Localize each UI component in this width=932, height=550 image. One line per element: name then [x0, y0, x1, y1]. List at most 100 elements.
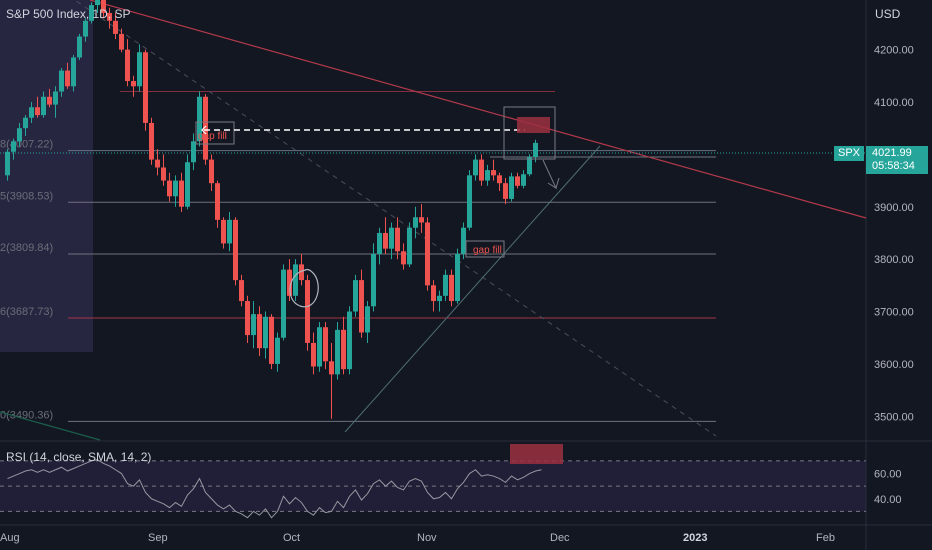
candle-body [347, 311, 352, 370]
gap-fill-label-lower: gap fill [473, 245, 502, 256]
candle-body [209, 159, 214, 184]
y-tick-label: 3800.00 [874, 254, 914, 266]
descending-trendline [89, 0, 867, 219]
y-tick-label: 3500.00 [874, 411, 914, 423]
candle-body [473, 159, 478, 176]
lower-trendline [0, 411, 101, 441]
candle-body [377, 232, 382, 254]
candle-body [185, 162, 190, 207]
candle-body [329, 361, 334, 375]
candle-body [509, 176, 514, 199]
candle-body [5, 151, 10, 176]
x-tick-label: Sep [148, 532, 168, 544]
candle-body [65, 70, 70, 87]
candle-body [401, 251, 406, 265]
candle-body [437, 295, 442, 302]
candle-body [323, 327, 328, 362]
symbol-badge: SPX [834, 146, 864, 161]
candle-body [521, 174, 526, 186]
candle-body [515, 176, 520, 186]
candle-body [311, 342, 316, 367]
ascending-trendline [344, 145, 601, 433]
candle-body [191, 141, 196, 163]
candle-body [395, 227, 400, 252]
candle-body [269, 316, 274, 364]
candle-body [257, 314, 262, 349]
candle-body [23, 117, 28, 129]
bar-countdown: 05:58:34 [872, 160, 915, 172]
down-arrow [542, 159, 560, 190]
candle-body [221, 219, 226, 244]
candle-body [227, 219, 232, 244]
candle-body [353, 280, 358, 312]
candle-body [173, 180, 178, 197]
circle-annotation [289, 268, 319, 308]
candle-body [359, 280, 364, 333]
candle-body [479, 159, 484, 181]
candle-body [251, 314, 256, 336]
x-tick-label: Feb [816, 532, 835, 544]
candle-body [299, 264, 304, 281]
fib-label: 8(4007.22) [0, 139, 53, 151]
candle-body [11, 141, 16, 152]
candle-body [137, 52, 142, 87]
y-tick-label: 3700.00 [874, 307, 914, 319]
candle-body [41, 96, 46, 116]
target-box [503, 106, 556, 160]
rsi-tick-label: 60.00 [874, 469, 902, 481]
candle-body [47, 96, 52, 105]
candles [5, 0, 538, 419]
candle-body [245, 301, 250, 336]
candle-body [407, 227, 412, 265]
candle-body [155, 159, 160, 168]
currency-label: USD [875, 7, 901, 21]
fib-label: 5(3908.53) [0, 190, 53, 202]
candle-body [293, 264, 298, 296]
chart-title: S&P 500 Index, 1D, SP [6, 7, 131, 21]
fib-label: 6(3687.73) [0, 306, 53, 318]
candle-body [419, 217, 424, 223]
rsi-highlight-box [510, 444, 563, 464]
candle-body [17, 128, 22, 142]
fib-label: 0(3490.36) [0, 409, 53, 421]
candle-body [431, 285, 436, 302]
candle-body [101, 0, 106, 13]
candle-body [467, 175, 472, 228]
candle-body [527, 157, 532, 175]
rsi-title: RSI (14, close, SMA, 14, 2) [6, 450, 152, 464]
candle-body [29, 107, 34, 118]
candle-body [461, 227, 466, 254]
candle-body [125, 49, 130, 82]
y-tick-label: 4200.00 [874, 45, 914, 57]
candle-body [275, 337, 280, 364]
y-tick-label: 3900.00 [874, 202, 914, 214]
x-tick-label: Dec [550, 532, 570, 544]
candle-body [149, 122, 154, 160]
y-tick-label: 3600.00 [874, 359, 914, 371]
rsi-line [7, 459, 542, 519]
x-tick-label: Aug [0, 532, 20, 544]
candle-body [179, 180, 184, 207]
x-tick-label: 2023 [683, 532, 707, 544]
candle-body [131, 81, 136, 87]
candle-body [497, 175, 502, 184]
candle-body [389, 227, 394, 249]
candle-body [485, 170, 490, 181]
candle-body [215, 183, 220, 220]
candle-body [335, 329, 340, 375]
candle-body [491, 170, 496, 176]
candle-body [197, 96, 202, 142]
candle-body [533, 142, 538, 157]
candle-body [365, 306, 370, 333]
candle-body [71, 57, 76, 87]
candle-body [35, 107, 40, 116]
x-tick-label: Oct [283, 532, 300, 544]
candle-body [53, 91, 58, 105]
candle-body [341, 329, 346, 370]
candle-body [287, 269, 292, 296]
candle-body [305, 280, 310, 343]
target-zone [517, 117, 550, 133]
rsi-tick-label: 40.00 [874, 494, 902, 506]
candle-body [119, 33, 124, 50]
